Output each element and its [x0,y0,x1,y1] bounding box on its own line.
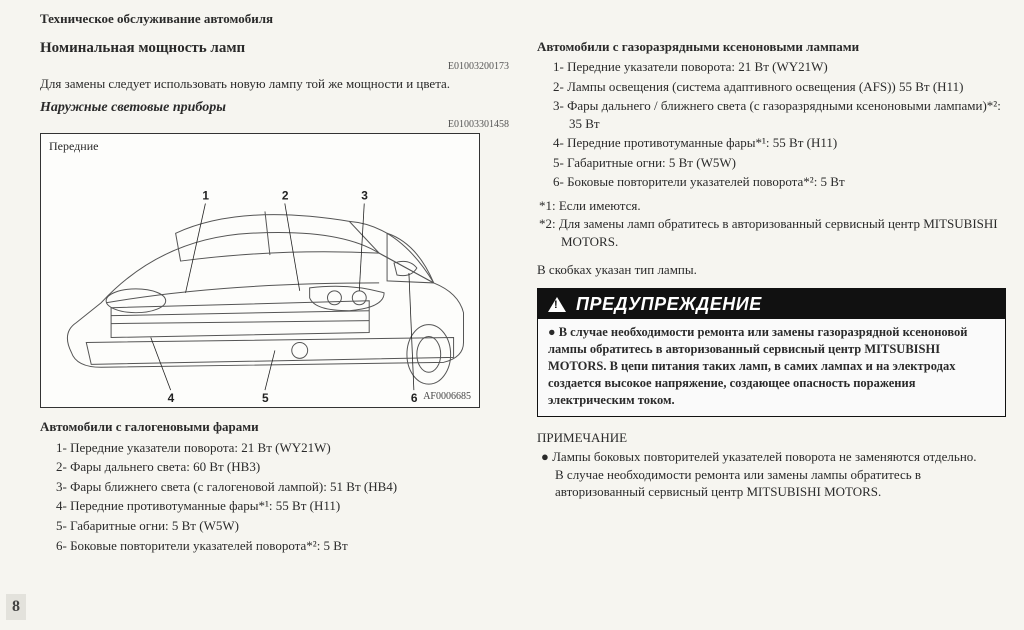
list-item: 1- Передние указатели поворота: 21 Вт (W… [553,58,1006,76]
xenon-list: 1- Передние указатели поворота: 21 Вт (W… [537,58,1006,191]
car-illustration: 1 2 3 4 5 6 [41,134,479,407]
list-item: 3- Фары ближнего света (с галогеновой ла… [56,478,509,496]
warning-box: ПРЕДУПРЕЖДЕНИЕ В случае необходимости ре… [537,288,1006,417]
callout-6: 6 [411,391,418,405]
callout-2: 2 [282,189,289,203]
callout-4: 4 [168,391,175,405]
list-item: 4- Передние противотуманные фары*¹: 55 В… [553,134,1006,152]
callout-3: 3 [361,189,368,203]
note-heading: ПРИМЕЧАНИЕ [537,429,1006,447]
warning-body: В случае необходимости ремонта или замен… [538,319,1005,415]
sub-section-title: Наружные световые приборы [40,99,509,118]
list-item: 1- Передние указатели поворота: 21 Вт (W… [56,439,509,457]
figure-code: AF0006685 [423,390,471,404]
warning-triangle-icon [548,297,566,312]
car-figure: Передние [40,133,480,408]
list-item: 6- Боковые повторители указателей поворо… [553,173,1006,191]
note-body: Лампы боковых повторителей указателей по… [537,448,1006,501]
page-number: 8 [6,594,26,620]
footnote-2: *2: Для замены ламп обратитесь в авториз… [539,215,1006,250]
list-item: 2- Фары дальнего света: 60 Вт (HB3) [56,458,509,476]
right-column: Автомобили с газоразрядными ксеноновыми … [537,38,1006,557]
halogen-heading: Автомобили с галогеновыми фарами [40,418,509,436]
page-header: Техническое обслуживание автомобиля [40,10,1006,28]
note-line-2: В случае необходимости ремонта или замен… [555,466,1006,501]
note-line-1: Лампы боковых повторителей указателей по… [555,448,1006,466]
section-title: Номинальная мощность ламп [40,38,509,58]
callout-1: 1 [202,189,209,203]
two-column-layout: Номинальная мощность ламп E01003200173 Д… [40,38,1006,557]
list-item: 3- Фары дальнего / ближнего света (с газ… [553,97,1006,132]
bracket-note: В скобках указан тип лампы. [537,261,1006,279]
footnote-1: *1: Если имеются. [539,197,1006,215]
list-item: 4- Передние противотуманные фары*¹: 55 В… [56,497,509,515]
list-item: 5- Габаритные огни: 5 Вт (W5W) [56,517,509,535]
intro-text: Для замены следует использовать новую ла… [40,75,509,93]
list-item: 2- Лампы освещения (система адаптивного … [553,78,1006,96]
xenon-heading: Автомобили с газоразрядными ксеноновыми … [537,38,1006,56]
list-item: 6- Боковые повторители указателей поворо… [56,537,509,555]
left-column: Номинальная мощность ламп E01003200173 Д… [40,38,509,557]
warning-title: ПРЕДУПРЕЖДЕНИЕ [576,292,762,316]
footnotes: *1: Если имеются. *2: Для замены ламп об… [537,197,1006,251]
list-item: 5- Габаритные огни: 5 Вт (W5W) [553,154,1006,172]
doc-code-2: E01003301458 [40,118,509,132]
warning-header: ПРЕДУПРЕЖДЕНИЕ [538,289,1005,319]
warning-text: В случае необходимости ремонта или замен… [548,325,967,407]
callout-5: 5 [262,391,269,405]
doc-code-1: E01003200173 [40,60,509,74]
halogen-list: 1- Передние указатели поворота: 21 Вт (W… [40,439,509,554]
